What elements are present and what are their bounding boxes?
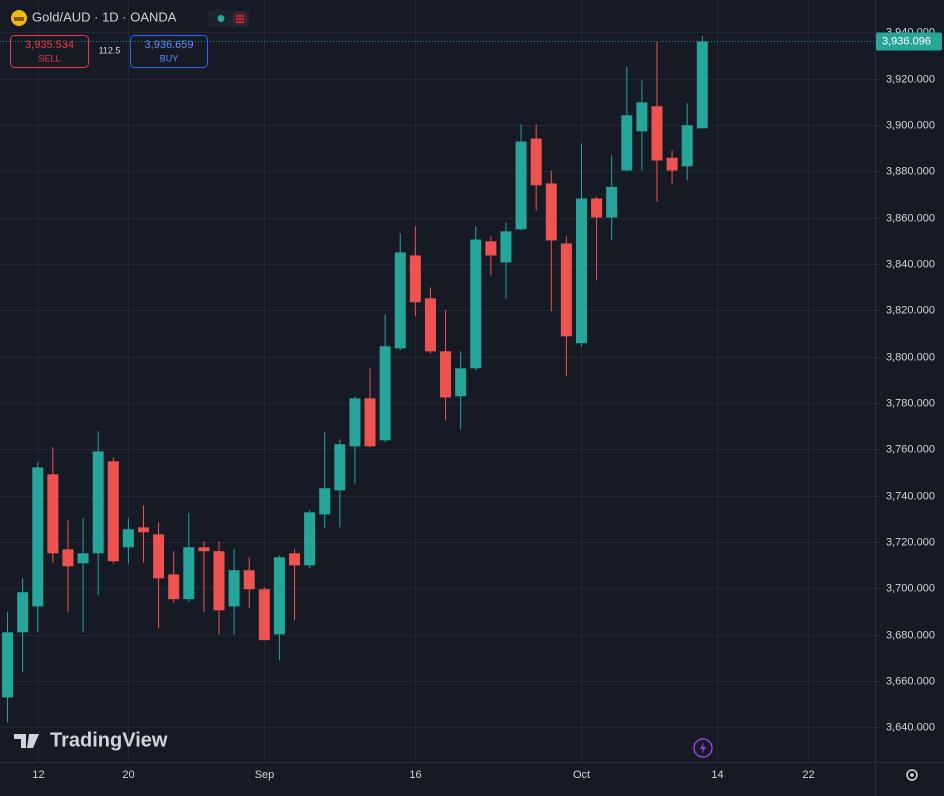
y-tick-label: 3,920.000	[886, 73, 935, 85]
y-tick-label: 3,840.000	[886, 258, 935, 270]
candle-body	[107, 461, 119, 562]
candle-body	[273, 557, 285, 635]
y-tick-label: 3,700.000	[886, 582, 935, 594]
candle-body	[455, 368, 467, 397]
candle-body	[319, 488, 331, 515]
candle-body	[530, 138, 542, 186]
candle-body	[575, 198, 587, 344]
candle-body	[2, 632, 14, 698]
data-status-glyph	[236, 15, 244, 23]
candle-body	[681, 125, 693, 167]
candle-body	[334, 444, 346, 491]
candle-body	[636, 102, 648, 132]
candle-body	[560, 243, 572, 337]
candle-body	[666, 157, 678, 171]
candle-body	[213, 551, 225, 611]
grid	[0, 0, 875, 762]
market-open-dot	[217, 15, 225, 22]
candle-body	[32, 467, 44, 607]
spread: 112.5	[99, 45, 121, 55]
sell-price: 3,935.534	[25, 39, 74, 51]
candle-body	[17, 592, 29, 633]
candle-body	[621, 115, 633, 171]
candle-body	[591, 198, 603, 218]
candle-body	[409, 255, 421, 303]
last-price-label: 3,936.096	[882, 35, 931, 47]
last-price-box	[876, 32, 942, 51]
settings-icon-center	[910, 773, 914, 777]
x-tick-label: 22	[802, 769, 814, 781]
candle-body	[228, 570, 240, 607]
candle-body	[183, 547, 195, 600]
candle-body	[606, 186, 618, 218]
candle-body	[485, 241, 497, 256]
x-tick-label: Oct	[573, 769, 590, 781]
y-tick-label: 3,720.000	[886, 536, 935, 548]
y-tick-label: 3,880.000	[886, 165, 935, 177]
y-tick-label: 3,740.000	[886, 490, 935, 502]
candle-body	[500, 231, 512, 263]
candle-body	[77, 553, 89, 564]
candle-body	[440, 351, 452, 398]
candle-body	[349, 398, 361, 447]
watermark: TradingView	[50, 729, 168, 751]
x-tick-label: 20	[122, 769, 134, 781]
candle-body	[289, 553, 301, 566]
candle-body	[198, 547, 210, 552]
sell-label: SELL	[38, 53, 60, 63]
x-tick-label: Sep	[255, 769, 275, 781]
events-icon[interactable]	[693, 738, 713, 758]
y-tick-label: 3,900.000	[886, 119, 935, 131]
candle-body	[470, 239, 482, 369]
buy-price: 3,936.659	[145, 39, 194, 51]
axes: 3,640.000 3,660.000 3,680.000 3,700.000 3,72…	[32, 26, 942, 781]
candle-body	[122, 529, 134, 548]
candle-body	[47, 474, 59, 554]
x-tick-label: 12	[32, 769, 44, 781]
candle-body	[696, 41, 708, 129]
candle-body	[258, 589, 270, 641]
x-tick-label: 16	[409, 769, 421, 781]
y-tick-label: 3,640.000	[886, 721, 935, 733]
sell-button[interactable]	[10, 35, 89, 68]
candle-body	[545, 183, 557, 241]
candle-body	[153, 534, 165, 579]
y-tick-label: 3,660.000	[886, 675, 935, 687]
x-tick-label: 14	[711, 769, 723, 781]
candle-body	[243, 570, 255, 590]
y-tick-label: 3,800.000	[886, 351, 935, 363]
candle-body	[364, 398, 376, 447]
y-tick-label: 3,780.000	[886, 397, 935, 409]
y-tick-label: 3,820.000	[886, 304, 935, 316]
buy-label: BUY	[160, 53, 179, 63]
candle-body	[137, 527, 149, 533]
symbol-icon-bars	[14, 17, 24, 21]
candle-body	[394, 252, 406, 349]
symbol-title: Gold/AUD · 1D · OANDA	[32, 9, 177, 24]
candle-body	[379, 346, 391, 441]
y-tick-label: 3,860.000	[886, 212, 935, 224]
candle-body	[92, 451, 104, 554]
candle-body	[304, 512, 316, 566]
watermark-logo	[14, 734, 39, 748]
candle-body	[424, 298, 436, 352]
candle-body	[62, 549, 74, 567]
y-tick-label: 3,680.000	[886, 629, 935, 641]
y-tick-label: 3,760.000	[886, 443, 935, 455]
candles	[0, 35, 876, 723]
buy-button[interactable]	[130, 35, 208, 68]
events-icon-bolt	[700, 742, 706, 754]
settings-icon[interactable]	[906, 769, 918, 781]
candle-body	[515, 141, 527, 230]
candle-body	[168, 574, 180, 600]
candle-body	[651, 106, 663, 161]
